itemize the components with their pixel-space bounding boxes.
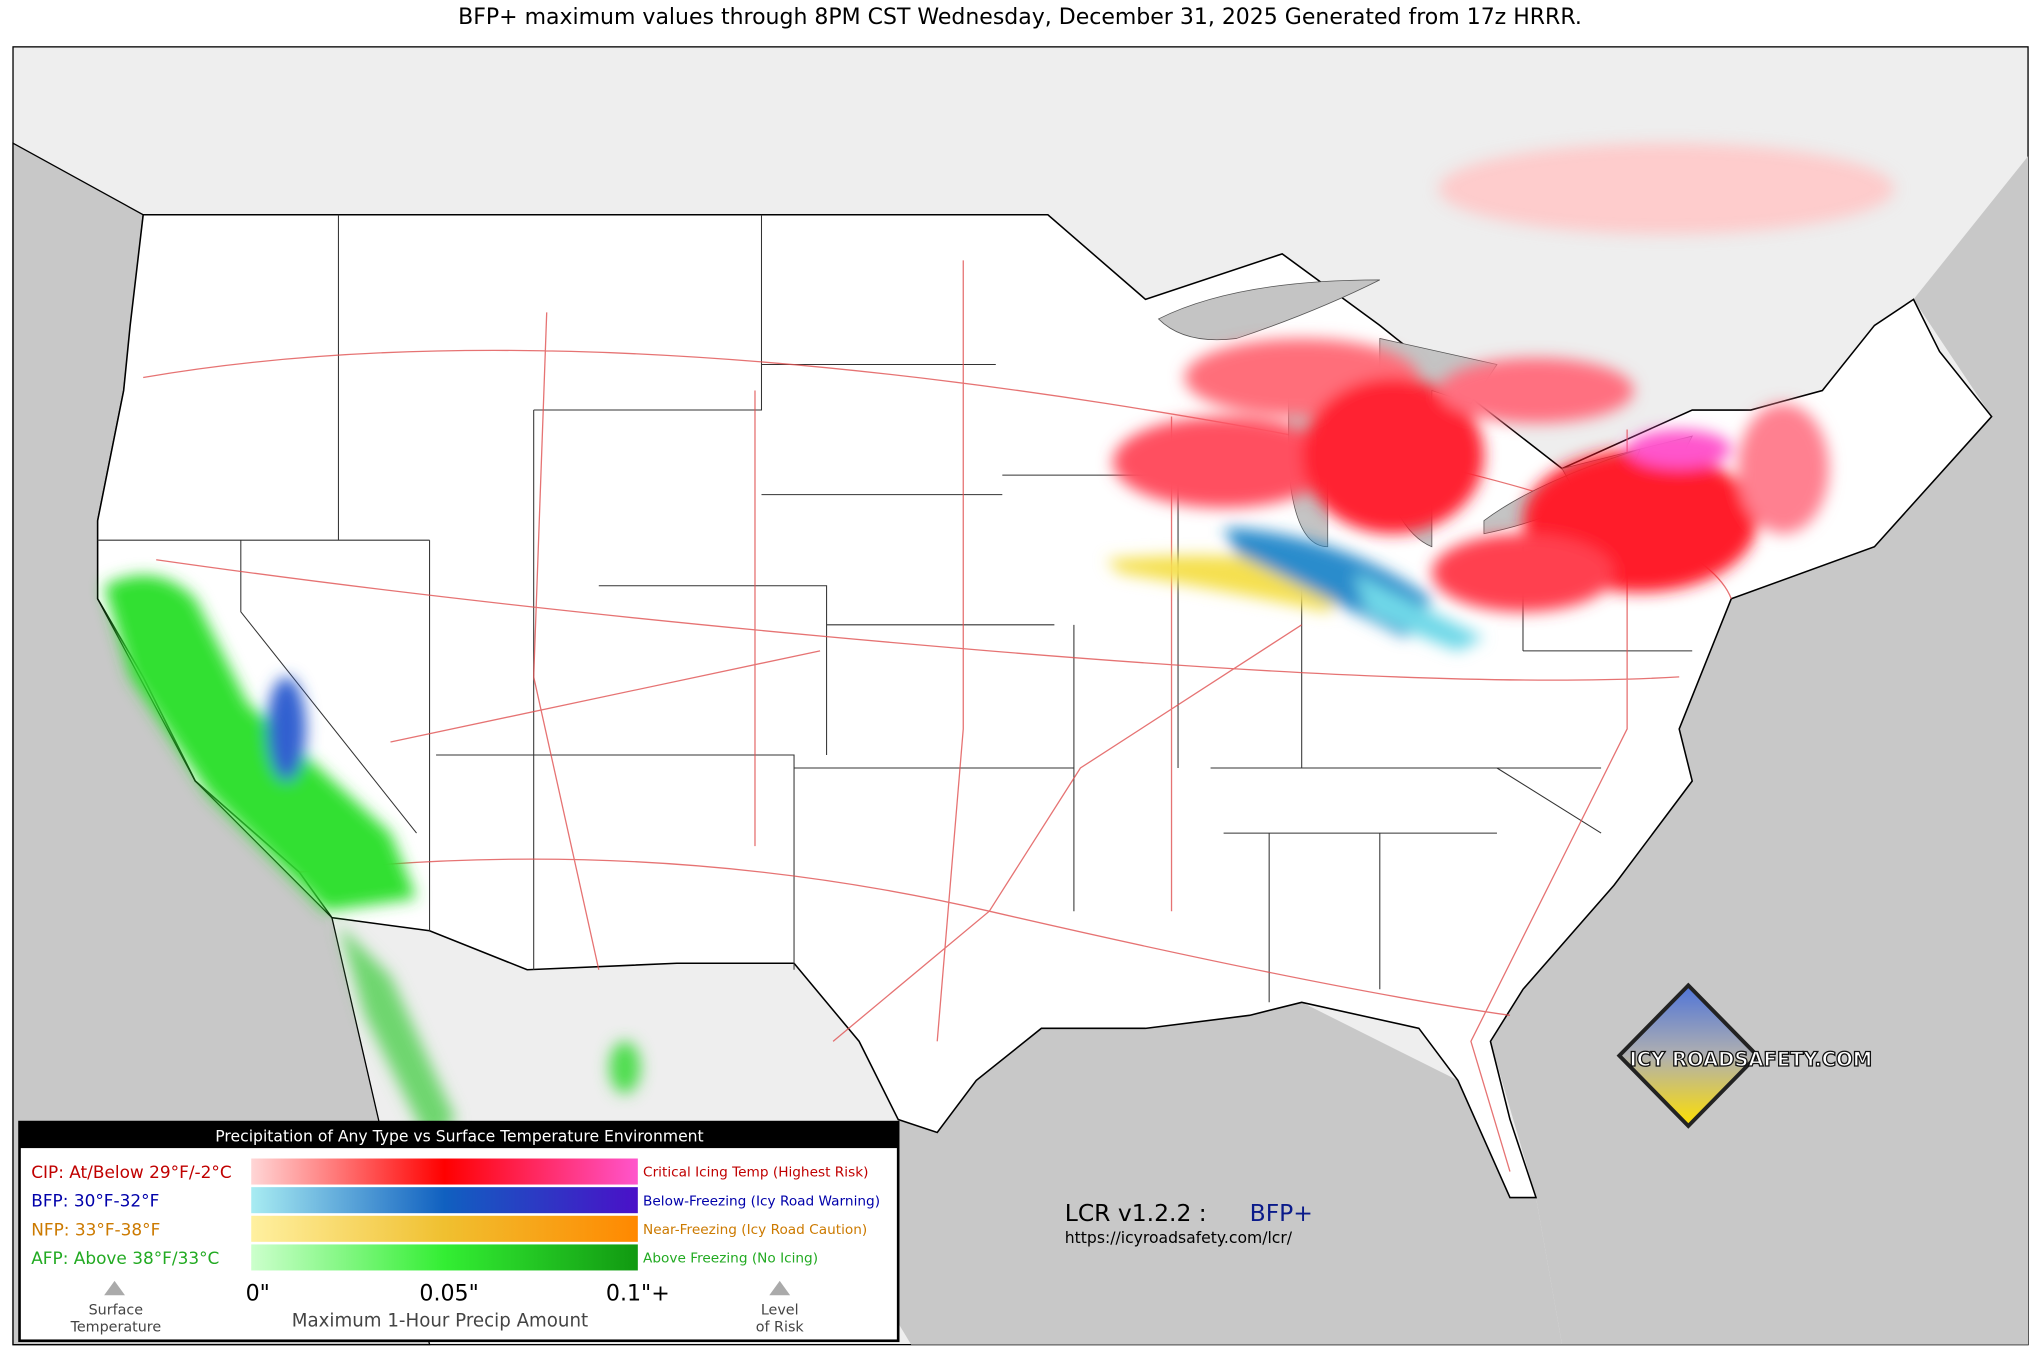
legend-label: AFP: Above 38°F/33°C	[31, 1248, 219, 1268]
map-shape	[1438, 357, 1634, 424]
map: Precipitation of Any Type vs Surface Tem…	[12, 46, 2029, 1346]
legend-label: BFP: 30°F-32°F	[31, 1191, 159, 1211]
map-shape	[97, 214, 1693, 1003]
map-shape	[1438, 143, 1894, 235]
gulf-of-mexico	[846, 1002, 1563, 1345]
map-shape	[1627, 429, 1732, 469]
version-label: LCR v1.2.2 :	[1065, 1199, 1207, 1227]
map-shape	[1353, 572, 1484, 651]
caption-arrow	[769, 1280, 791, 1296]
right-caption: Level	[761, 1303, 799, 1319]
legend-description: Below-Freezing (Icy Road Warning)	[643, 1193, 880, 1209]
map-shape	[1301, 377, 1484, 534]
scale-label: 0"	[246, 1280, 270, 1306]
logo-diamond	[1616, 982, 1761, 1129]
precip-areas	[104, 143, 1894, 1146]
right-caption: of Risk	[756, 1320, 805, 1336]
map-shape	[1112, 416, 1335, 508]
caption-arrow	[104, 1280, 125, 1296]
left-caption: Surface	[89, 1303, 144, 1319]
version-product: BFP+	[1250, 1199, 1313, 1227]
logo-text: ICY ROADSAFETY.COM	[1629, 1048, 1872, 1071]
map-shape	[143, 260, 1732, 1172]
state-borders	[97, 214, 1693, 1003]
legend-swatch	[251, 1158, 638, 1185]
legend-description: Above Freezing (No Icing)	[643, 1251, 818, 1267]
legend-description: Critical Icing Temp (Highest Risk)	[643, 1165, 868, 1181]
map-shape	[266, 676, 306, 782]
logo: ICY ROADSAFETY.COM	[1616, 982, 1873, 1129]
map-title: BFP+ maximum values through 8PM CST Wedn…	[458, 5, 1582, 30]
map-shape	[1737, 403, 1829, 534]
highways	[143, 260, 1732, 1172]
map-shape	[1431, 533, 1615, 612]
legend-title: Precipitation of Any Type vs Surface Tem…	[215, 1128, 703, 1146]
map-shape	[338, 924, 456, 1146]
scale-label: 0.05"	[419, 1280, 478, 1306]
map-shape	[104, 575, 417, 912]
legend-swatch	[251, 1187, 638, 1214]
legend-label: CIP: At/Below 29°F/-2°C	[31, 1162, 231, 1182]
scale-label: 0.1"+	[606, 1280, 670, 1306]
scale-title: Maximum 1-Hour Precip Amount	[292, 1310, 588, 1331]
version-url: https://icyroadsafety.com/lcr/	[1065, 1229, 1293, 1247]
legend-swatch	[251, 1215, 638, 1242]
legend-label: NFP: 33°F-38°F	[31, 1219, 160, 1239]
legend-swatch	[251, 1244, 638, 1271]
legend-description: Near-Freezing (Icy Road Caution)	[643, 1222, 867, 1238]
legend-header	[19, 1122, 899, 1149]
left-caption: Temperature	[70, 1320, 162, 1336]
map-shape	[609, 1041, 641, 1094]
legend: Precipitation of Any Type vs Surface Tem…	[18, 1120, 900, 1343]
